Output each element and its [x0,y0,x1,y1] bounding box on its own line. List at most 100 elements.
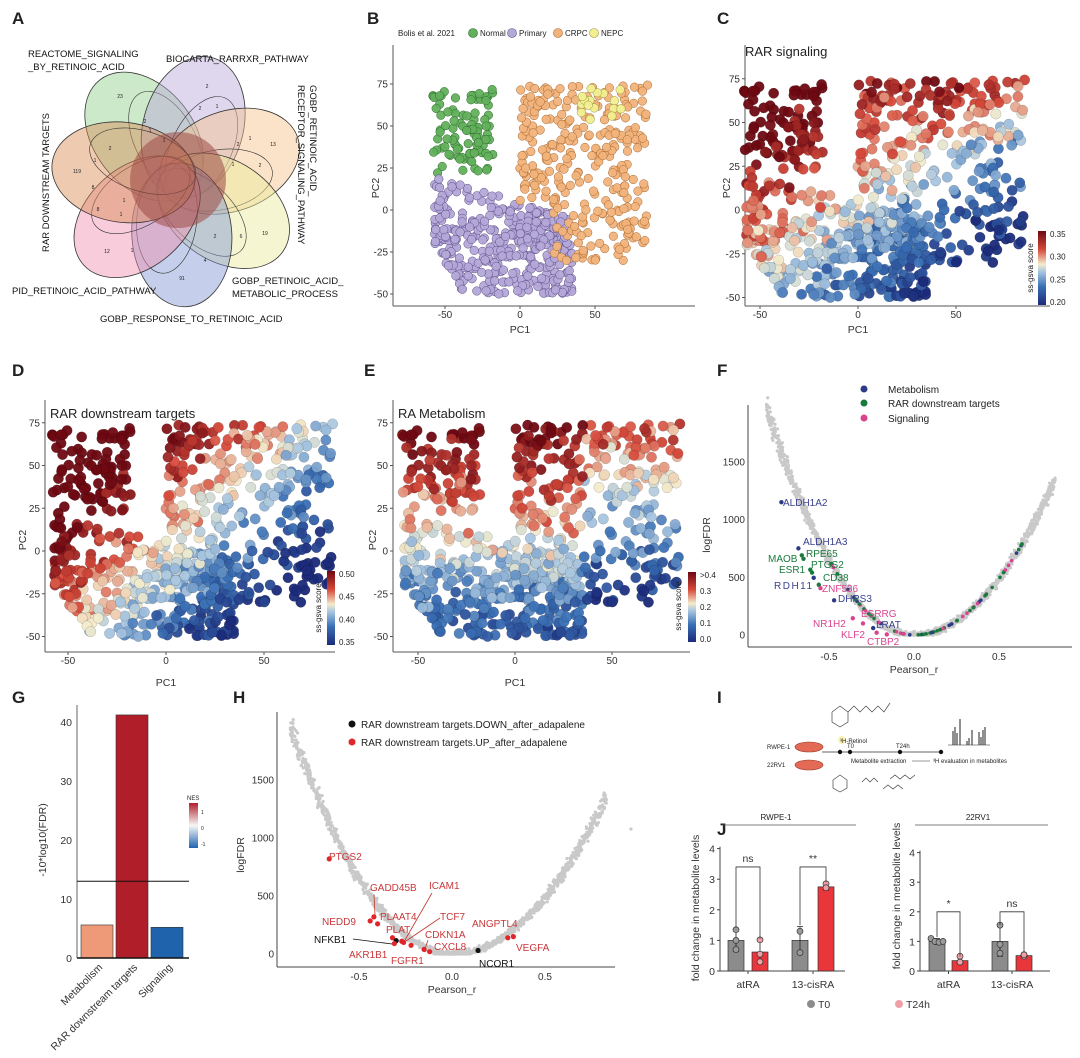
sample-point [500,231,511,241]
sample-point [455,180,465,190]
x-tick-label: 0.0 [907,652,921,663]
colorbar-tick-label: 0.35 [1050,230,1066,239]
sample-point [610,129,620,139]
labeled-gene-point [874,630,879,635]
sample-point [439,225,449,235]
venn-region-count: 2 [206,84,209,90]
legend-label-signaling: Signaling [888,414,929,425]
x-tick-label: 50 [606,656,618,667]
sample-point [47,486,59,498]
gene-point [786,467,791,471]
sample-point [444,562,456,574]
sample-point [231,562,243,574]
sample-point [452,144,462,154]
sample-point [833,232,845,243]
sample-point [648,565,660,577]
sample-point [564,567,576,579]
sample-point [954,205,966,217]
sample-point [301,440,313,452]
sample-point [406,536,418,548]
sample-point [862,273,874,285]
venn-region-count: 2 [199,106,202,112]
sample-point [431,493,443,505]
sample-point [812,247,824,259]
sample-point [170,574,182,586]
sample-point [646,451,657,463]
sample-point [984,99,996,111]
x-tick-label: 0.5 [992,652,1006,663]
sample-point [63,549,75,561]
sample-point [643,527,655,539]
x-tick-label: -50 [411,656,426,667]
sample-point [633,186,643,196]
sample-point [483,151,493,161]
sample-point [296,527,308,539]
sample-point [528,421,540,433]
sample-point [487,191,497,201]
x-axis-label-b: PC1 [510,324,531,336]
x-tick-label: -50 [753,310,768,321]
sample-point [830,267,842,279]
sample-point [245,481,257,493]
sample-point [116,460,128,472]
y-tick-label: 25 [729,162,741,173]
sample-point [527,509,539,520]
sample-point [462,527,474,539]
sample-point [206,626,218,638]
sample-point [607,111,617,121]
sample-point [111,575,123,587]
sample-point [796,189,808,201]
sample-point [824,291,836,303]
sample-point [320,424,332,436]
sample-point [553,96,563,107]
panel-label-d: D [12,361,24,380]
sample-point [551,478,563,490]
y-tick-label: 500 [728,573,745,584]
sample-point [749,105,761,117]
sample-point [755,250,767,262]
colorbar-label-c: ss-gsva score [1026,243,1035,293]
gene-point [764,402,769,407]
venn-region-count: 1 [163,138,166,144]
sample-point [670,557,682,568]
sample-point [446,575,458,587]
sample-point [541,114,551,124]
sample-point [543,89,553,99]
colorbar [688,572,696,642]
sample-point [862,234,874,246]
sample-point [138,606,150,618]
sample-point [137,592,149,604]
labeled-gene-point [884,632,889,637]
sample-point [541,217,551,227]
venn-label-reactome-1: REACTOME_SIGNALING [28,49,139,60]
sample-point [808,162,820,174]
sample-point [459,608,471,620]
sample-point [530,259,540,269]
gene-labels-f: ALDH1A2 ALDH1A3 MAOB RPE65 ESR1 PTGS2 CD… [768,498,901,648]
sample-point [782,121,794,133]
sample-point [873,216,885,228]
sample-point [763,180,775,192]
sample-point [465,460,477,472]
sample-point [854,108,866,120]
sample-point [640,442,652,454]
gene-point [783,467,787,471]
gene-set-point [971,605,976,610]
sample-point [113,527,125,539]
gene-point [775,449,779,453]
sample-point [412,481,424,493]
venn-label-gobp-receptor-2: RECEPTOR_SIGNALING_PATHWAY [295,85,306,245]
y-tick-label: 75 [377,418,389,429]
gene-point [1032,527,1036,532]
sample-point [531,217,541,227]
sample-point [85,505,97,517]
x-tick-label: Signaling [136,962,175,1001]
sample-point [557,582,569,594]
venn-region-count: 12 [104,249,110,255]
x-axis-label-e: PC1 [505,677,526,689]
sample-point [895,136,906,148]
sample-point [169,563,181,575]
sample-point [487,84,497,95]
